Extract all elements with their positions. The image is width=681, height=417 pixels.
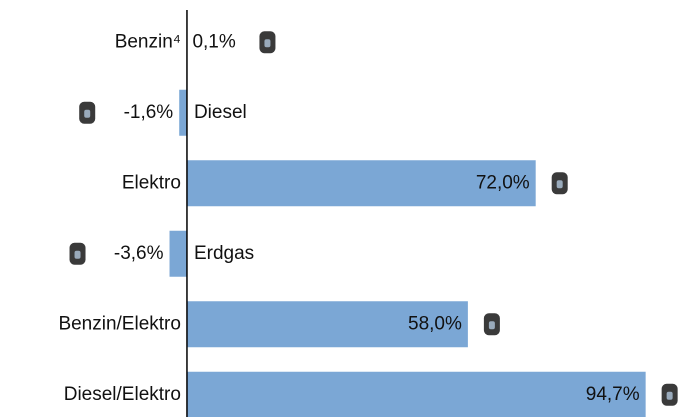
bar xyxy=(186,160,536,207)
bar xyxy=(186,371,646,417)
value-label: -3,6% xyxy=(114,243,164,264)
category-label: Benzin⁴ xyxy=(115,31,181,52)
category-label: Benzin/Elektro xyxy=(58,313,181,334)
icon-shape xyxy=(84,109,91,118)
category-label: Diesel/Elektro xyxy=(64,384,181,405)
value-label: 58,0% xyxy=(408,313,462,334)
value-label: 72,0% xyxy=(476,172,530,193)
icon xyxy=(551,172,568,195)
bar xyxy=(179,89,187,136)
value-label: -1,6% xyxy=(124,102,174,123)
category-label: Elektro xyxy=(122,172,181,193)
icon xyxy=(259,31,276,54)
icon-shape xyxy=(556,180,563,189)
category-label: Diesel xyxy=(194,102,247,123)
icon-shape xyxy=(666,391,673,400)
icon-shape xyxy=(74,250,81,259)
icon xyxy=(661,383,678,406)
icon xyxy=(483,313,500,336)
category-label: Erdgas xyxy=(194,243,254,264)
value-label: 94,7% xyxy=(586,384,640,405)
icon-shape xyxy=(264,39,271,48)
bar xyxy=(186,301,468,348)
icon xyxy=(69,242,86,265)
value-label: 0,1% xyxy=(192,31,235,52)
icon-shape xyxy=(488,321,495,330)
icon xyxy=(79,101,96,124)
bar xyxy=(169,230,187,277)
